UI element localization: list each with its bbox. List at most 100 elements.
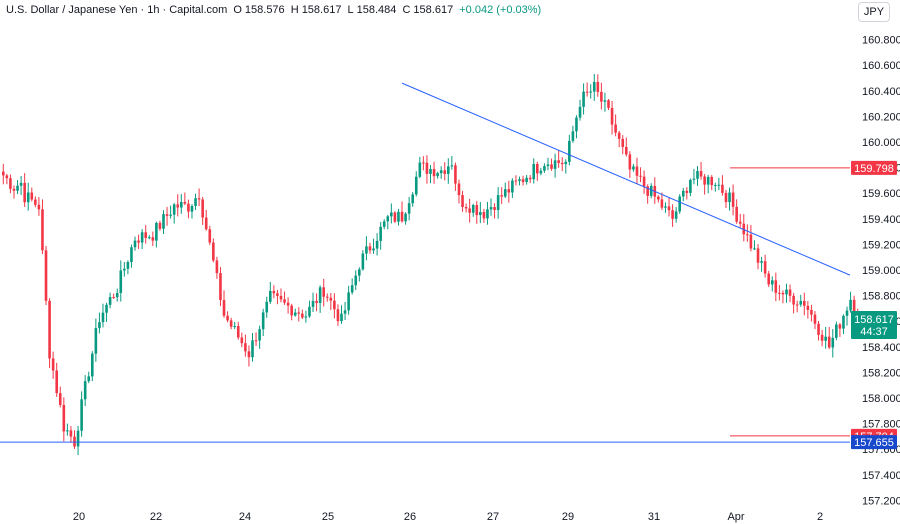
price-tick-label: 159.000 <box>862 265 900 277</box>
price-tick-label: 157.200 <box>862 495 900 507</box>
candle <box>543 163 546 173</box>
candle <box>329 293 333 311</box>
candle <box>838 323 842 337</box>
candle <box>340 305 343 324</box>
candle <box>756 244 760 270</box>
candle <box>571 125 575 143</box>
candle <box>632 163 635 172</box>
candle <box>788 284 792 303</box>
candle <box>69 426 73 443</box>
candle <box>806 300 810 319</box>
candle <box>176 194 180 217</box>
candle <box>240 332 244 348</box>
candle <box>706 174 710 194</box>
time-tick-label: 31 <box>648 511 660 523</box>
candle <box>73 430 76 449</box>
candle <box>568 134 571 166</box>
candle <box>407 196 411 221</box>
candle <box>140 229 144 250</box>
currency-button[interactable]: JPY <box>858 2 890 22</box>
candle <box>208 225 212 245</box>
candle <box>204 209 208 231</box>
candle <box>336 304 340 326</box>
candle <box>51 351 55 379</box>
candle <box>521 175 525 186</box>
time-tick-label: 20 <box>73 511 85 523</box>
symbol-name[interactable]: U.S. Dollar / Japanese Yen <box>6 4 138 16</box>
candle <box>774 272 778 302</box>
candle <box>119 260 123 302</box>
candle <box>386 214 390 230</box>
candle <box>165 206 169 226</box>
candle <box>9 174 12 194</box>
candle <box>286 297 290 314</box>
candle <box>835 321 838 341</box>
candle <box>443 162 447 181</box>
candle <box>183 192 187 206</box>
candle <box>229 317 233 330</box>
price-tick-label: 160.800 <box>862 35 900 47</box>
candle <box>436 171 439 179</box>
data-source: Capital.com <box>169 4 228 16</box>
candle <box>76 425 80 456</box>
candle <box>799 294 803 307</box>
candle <box>489 198 493 216</box>
candle <box>813 311 817 330</box>
candle <box>479 201 482 224</box>
candle <box>731 184 735 216</box>
candles <box>2 73 859 456</box>
candle <box>610 100 614 135</box>
candle <box>778 284 781 301</box>
candle <box>671 204 674 227</box>
candle <box>308 300 311 318</box>
candle <box>123 262 126 277</box>
candle <box>325 293 329 302</box>
candle <box>450 156 454 170</box>
candle <box>454 162 457 191</box>
candle <box>41 199 44 255</box>
candle <box>493 203 496 219</box>
candle <box>649 183 653 199</box>
candle <box>767 270 770 287</box>
close-label: C <box>402 4 411 16</box>
time-tick-label: Apr <box>727 511 744 523</box>
resistance-price-label: 159.798 <box>851 160 897 175</box>
candle <box>400 201 404 223</box>
candle <box>212 238 215 263</box>
candle <box>55 362 58 397</box>
candle <box>133 236 137 251</box>
candle <box>162 210 165 234</box>
candle <box>301 309 304 320</box>
candle <box>390 203 393 224</box>
candle <box>94 318 98 362</box>
candle <box>194 193 197 210</box>
price-tick-label: 157.400 <box>862 470 900 482</box>
interval[interactable]: 1h <box>147 4 160 16</box>
candle <box>101 303 105 328</box>
candle <box>429 164 432 184</box>
candle <box>279 288 283 303</box>
candle <box>322 278 325 307</box>
candle <box>414 171 418 197</box>
candle <box>34 196 37 208</box>
candle <box>642 170 646 194</box>
candle <box>304 310 308 323</box>
candle <box>251 332 254 362</box>
chart-header: U.S. Dollar / Japanese Yen · 1h · Capital.… <box>6 4 542 16</box>
candle <box>5 173 9 185</box>
candle <box>699 161 703 180</box>
candle <box>496 187 500 219</box>
candle <box>749 224 753 252</box>
trendline[interactable] <box>401 82 851 276</box>
time-tick-label: 2 <box>817 511 823 523</box>
candle <box>290 303 293 321</box>
candle <box>600 82 603 110</box>
candle <box>397 208 400 226</box>
candle <box>689 178 692 197</box>
candle <box>820 329 824 347</box>
candle <box>667 197 671 217</box>
time-tick-label: 26 <box>404 511 416 523</box>
candle <box>664 202 667 213</box>
candle <box>411 192 414 207</box>
